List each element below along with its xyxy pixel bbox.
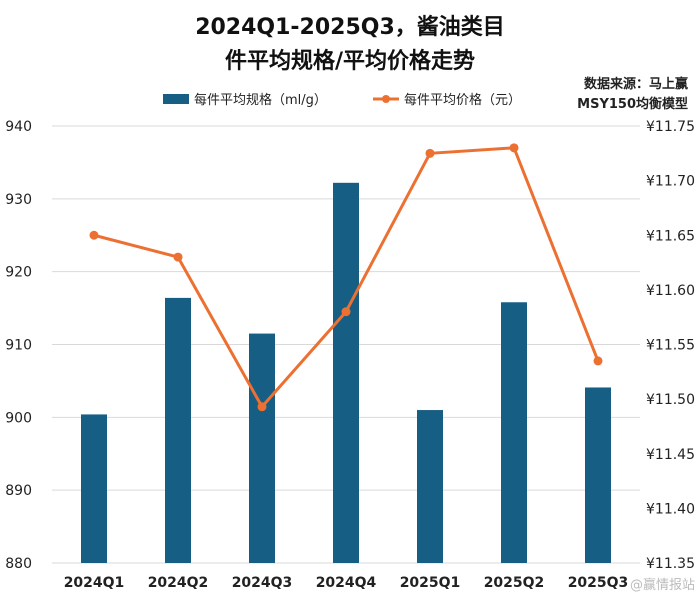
- bar: [501, 302, 527, 563]
- line-point: [425, 148, 435, 158]
- chart-title-line-2: 件平均规格/平均价格走势: [225, 48, 475, 74]
- left-axis-tick-label: 880: [5, 556, 32, 572]
- left-axis-tick-label: 890: [5, 483, 32, 499]
- bar: [81, 414, 107, 563]
- x-axis-tick-label: 2024Q4: [316, 575, 377, 591]
- watermark: @赢情报站: [630, 577, 695, 593]
- bar: [165, 297, 191, 563]
- x-axis-tick-label: 2024Q2: [148, 575, 209, 591]
- right-axis-tick-label: ¥11.75: [646, 119, 695, 135]
- right-axis-tick-label: ¥11.45: [646, 447, 695, 463]
- right-axis-tick-label: ¥11.50: [646, 392, 695, 408]
- bar-series: [81, 182, 611, 563]
- source-line-1: 数据来源：马上赢: [584, 76, 688, 92]
- left-axis-tick-label: 910: [5, 338, 32, 354]
- right-axis-tick-label: ¥11.40: [646, 501, 695, 517]
- right-axis-tick-label: ¥11.70: [646, 174, 695, 190]
- x-axis-tick-label: 2024Q1: [64, 575, 125, 591]
- line-point: [89, 230, 99, 240]
- left-axis-tick-label: 940: [5, 119, 32, 135]
- x-axis-tick-label: 2025Q2: [484, 575, 545, 591]
- x-axis-tick-label: 2025Q1: [400, 575, 461, 591]
- right-axis-tick-label: ¥11.60: [646, 283, 695, 299]
- legend-line-label: 每件平均价格（元）: [404, 92, 521, 108]
- left-axis-tick-label: 930: [5, 192, 32, 208]
- bar: [585, 387, 611, 563]
- left-axis-ticks: 880 890 900 910 920 930 940: [5, 119, 32, 572]
- line-point: [509, 143, 519, 153]
- legend-bar-label: 每件平均规格（ml/g）: [194, 92, 327, 108]
- right-axis-tick-label: ¥11.35: [646, 556, 695, 572]
- legend-line-marker: [382, 95, 390, 103]
- x-axis-ticks: 2024Q1 2024Q2 2024Q3 2024Q4 2025Q1 2025Q2 2025…: [64, 575, 629, 591]
- legend: 每件平均规格（ml/g） 每件平均价格（元）: [163, 92, 521, 108]
- bar: [417, 410, 443, 563]
- line-point: [341, 307, 351, 317]
- source-line-2: MSY150均衡模型: [577, 96, 688, 112]
- legend-bar-swatch: [163, 94, 189, 104]
- line-point: [257, 402, 267, 412]
- line-point: [173, 252, 183, 262]
- line-point: [593, 356, 603, 366]
- left-axis-tick-label: 920: [5, 265, 32, 281]
- x-axis-tick-label: 2025Q3: [568, 575, 629, 591]
- line-series: [89, 143, 603, 412]
- right-axis-tick-label: ¥11.65: [646, 228, 695, 244]
- right-axis-tick-label: ¥11.55: [646, 338, 695, 354]
- right-axis-ticks: ¥11.35 ¥11.40 ¥11.45 ¥11.50 ¥11.55 ¥11.60 ¥11.…: [646, 119, 695, 572]
- left-axis-tick-label: 900: [5, 410, 32, 426]
- x-axis-tick-label: 2024Q3: [232, 575, 293, 591]
- bar: [333, 182, 359, 563]
- bar: [249, 333, 275, 563]
- chart-title-line-1: 2024Q1-2025Q3，酱油类目: [195, 14, 505, 40]
